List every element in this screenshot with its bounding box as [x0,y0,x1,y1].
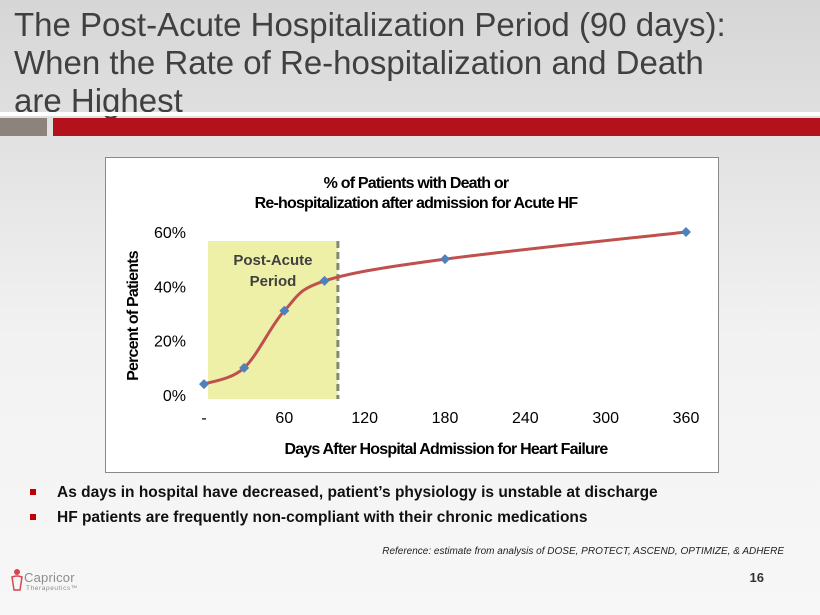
region-label-line-2: Period [250,273,297,290]
x-tick-label: 120 [351,410,378,427]
logo-name: Capricor [24,570,75,585]
title-rule-highlight [0,112,820,116]
x-tick-label: 180 [432,410,459,427]
data-point-marker [440,254,450,265]
bullet-item: HF patients are frequently non-compliant… [30,507,810,532]
data-point-marker [681,227,691,237]
x-tick-label: 60 [275,410,293,427]
chart-title-line-1: % of Patients with Death or [324,175,509,192]
page-number: 16 [749,570,764,585]
title-rule-red [53,118,820,136]
x-tick-label: 240 [512,410,539,427]
bullet-list: As days in hospital have decreased, pati… [30,482,810,532]
chart-svg: Post-Acute Period 0% 20% 40% 60% - 60 120 180 24… [125,175,700,458]
title-rule-gray [0,118,47,136]
data-point-marker [239,362,250,373]
y-tick-label: 40% [154,279,186,296]
data-point-marker [199,379,209,390]
y-tick-label: 20% [154,334,186,351]
logo-subtitle: Therapeutics™ [26,585,78,592]
data-point-marker [319,275,330,286]
x-tick-label: 360 [673,410,700,427]
company-logo: Capricor Therapeutics™ [10,566,100,602]
logo-mark-icon [11,569,23,591]
x-tick-label: - [201,410,206,427]
bullet-item: As days in hospital have decreased, pati… [30,482,810,507]
bullet-square-icon [30,514,36,520]
x-axis-label: Days After Hospital Admission for Heart … [284,441,608,458]
y-tick-label: 60% [154,225,186,242]
x-tick-label: 300 [592,410,619,427]
chart-title-line-2: Re-hospitalization after admission for A… [255,195,579,212]
data-point-marker [279,305,290,316]
post-acute-region [208,241,338,399]
y-tick-label: 0% [163,388,186,405]
bullet-square-icon [30,489,36,495]
region-label-line-1: Post-Acute [233,252,312,269]
chart-frame: Post-Acute Period 0% 20% 40% 60% - 60 120 180 24… [105,157,719,473]
title-line-2: When the Rate of Re-hospitalization and … [14,44,704,81]
y-axis-label: Percent of Patients [125,250,142,381]
bullet-text: As days in hospital have decreased, pati… [57,484,658,501]
title-line-1: The Post-Acute Hospitalization Period (9… [14,6,726,43]
slide-title: The Post-Acute Hospitalization Period (9… [14,6,814,120]
bullet-text: HF patients are frequently non-compliant… [57,509,588,526]
reference-note: Reference: estimate from analysis of DOS… [382,546,784,557]
